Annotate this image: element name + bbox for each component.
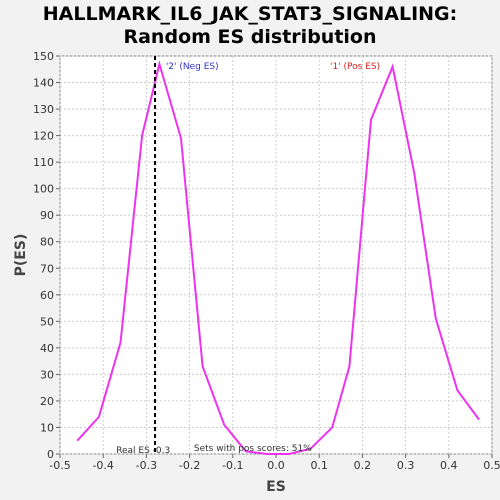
series-line [76, 60, 480, 455]
chart-subtitle: Random ES distribution [123, 26, 377, 48]
y-tick-label: 40 [40, 342, 54, 355]
y-tick-label: 140 [33, 77, 54, 90]
x-tick-label: 0.5 [483, 459, 500, 472]
x-tick-label: -0.1 [222, 459, 243, 472]
x-tick-label: 0.1 [310, 459, 328, 472]
x-tick-label: -0.3 [136, 459, 157, 472]
y-tick-label: 100 [33, 183, 54, 196]
real-es-label: Real ES -0.3 [116, 446, 170, 456]
y-tick-label: 20 [40, 395, 54, 408]
y-tick-label: 150 [33, 50, 54, 63]
x-tick-label: -0.4 [92, 459, 113, 472]
axis-ticks: 0 10 20 30 40 50 60 70 80 90 100 110 120 130 140 150 -0.… [33, 50, 500, 472]
pos-es-label: '1' (Pos ES) [330, 62, 380, 72]
x-tick-label: 0.2 [354, 459, 372, 472]
plot-area [59, 55, 493, 455]
neg-es-label: '2' (Neg ES) [166, 62, 219, 72]
y-tick-label: 60 [40, 289, 54, 302]
y-tick-label: 10 [40, 421, 54, 434]
y-tick-label: 50 [40, 315, 54, 328]
y-axis-label: P(ES) [13, 234, 29, 277]
y-tick-label: 110 [33, 156, 54, 169]
y-tick-label: 90 [40, 209, 54, 222]
y-tick-label: 130 [33, 103, 54, 116]
x-tick-label: 0.4 [440, 459, 458, 472]
y-tick-label: 120 [33, 130, 54, 143]
x-tick-label: -0.2 [179, 459, 200, 472]
y-tick-label: 80 [40, 236, 54, 249]
y-tick-label: 0 [47, 448, 54, 461]
y-tick-label: 30 [40, 368, 54, 381]
x-tick-label: 0.0 [267, 459, 285, 472]
y-tick-label: 70 [40, 262, 54, 275]
x-axis-label: ES [266, 479, 286, 495]
x-tick-label: 0.3 [397, 459, 415, 472]
x-tick-label: -0.5 [49, 459, 70, 472]
sets-pos-scores-label: Sets with pos scores: 51% [194, 444, 312, 454]
chart-title: HALLMARK_IL6_JAK_STAT3_SIGNALING: [42, 3, 458, 25]
